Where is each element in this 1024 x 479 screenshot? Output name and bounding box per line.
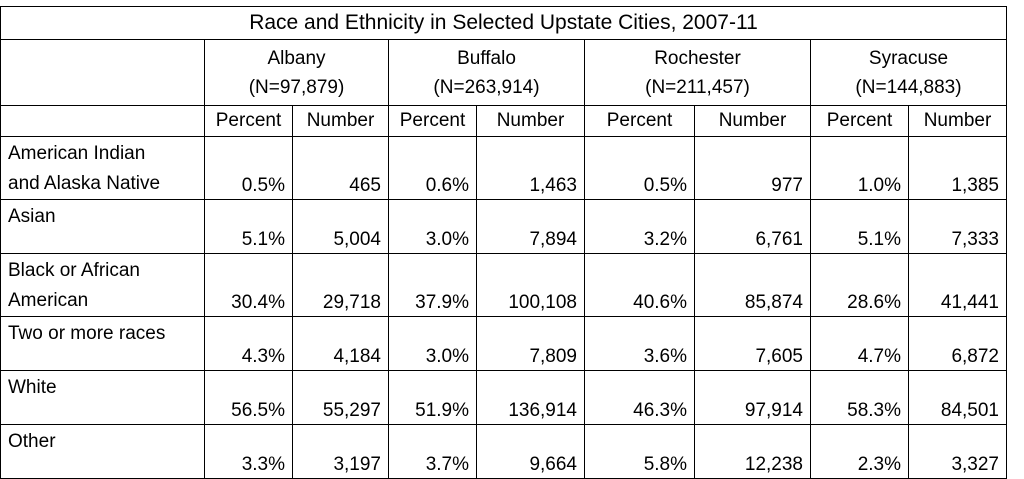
cell-percent: 51.9% <box>388 370 477 425</box>
cell-number: 7,333 <box>908 199 1007 254</box>
cell-number: 7,809 <box>476 316 585 371</box>
cell-percent: 0.5% <box>204 136 293 200</box>
cell-percent: 30.4% <box>204 253 293 317</box>
city-n: (N=211,457) <box>645 77 750 98</box>
cell-percent: 0.6% <box>388 136 477 200</box>
cell-number: 84,501 <box>908 370 1007 425</box>
cell-number: 465 <box>292 136 389 200</box>
cell-percent: 0.5% <box>584 136 695 200</box>
cell-number: 55,297 <box>292 370 389 425</box>
table-row: Other 3.3% 3,197 3.7% 9,664 5.8% 12,238 … <box>0 424 1007 479</box>
row-label: Two or more races <box>0 316 205 371</box>
row-label-line1: White <box>8 377 57 398</box>
cell-percent: 5.1% <box>204 199 293 254</box>
cell-number: 3,327 <box>908 424 1007 479</box>
subheader-percent: Percent <box>388 105 477 137</box>
city-name: Albany <box>267 48 326 69</box>
city-n: (N=144,883) <box>855 77 962 98</box>
row-label-line1: Black or African <box>8 260 140 281</box>
cell-percent: 3.6% <box>584 316 695 371</box>
cell-percent: 3.0% <box>388 316 477 371</box>
table-row: Two or more races 4.3% 4,184 3.0% 7,809 … <box>0 316 1007 371</box>
cell-number: 29,718 <box>292 253 389 317</box>
cell-number: 4,184 <box>292 316 389 371</box>
cell-percent: 3.0% <box>388 199 477 254</box>
cell-number: 5,004 <box>292 199 389 254</box>
cell-percent: 3.2% <box>584 199 695 254</box>
row-label: Asian <box>0 199 205 254</box>
cell-percent: 5.1% <box>810 199 909 254</box>
city-header-albany: Albany (N=97,879) <box>204 39 389 106</box>
cell-number: 3,197 <box>292 424 389 479</box>
cell-percent: 37.9% <box>388 253 477 317</box>
cell-number: 100,108 <box>476 253 585 317</box>
cell-number: 97,914 <box>694 370 811 425</box>
row-label: Other <box>0 424 205 479</box>
subheader-number: Number <box>476 105 585 137</box>
subheader-number: Number <box>694 105 811 137</box>
subheader-number: Number <box>908 105 1007 137</box>
table-title: Race and Ethnicity in Selected Upstate C… <box>0 6 1007 40</box>
cell-number: 136,914 <box>476 370 585 425</box>
row-label-line1: Two or more races <box>8 323 166 344</box>
city-name: Buffalo <box>457 48 516 69</box>
cell-percent: 3.3% <box>204 424 293 479</box>
row-label-line1: Asian <box>8 206 56 227</box>
cell-percent: 4.7% <box>810 316 909 371</box>
row-label-line1: Other <box>8 431 56 452</box>
subheader-blank <box>0 105 205 137</box>
cell-percent: 56.5% <box>204 370 293 425</box>
row-label: Black or African American <box>0 253 205 317</box>
subheader-number: Number <box>292 105 389 137</box>
cell-percent: 3.7% <box>388 424 477 479</box>
cell-number: 41,441 <box>908 253 1007 317</box>
row-label-line2: American <box>8 290 89 311</box>
table-row: Asian 5.1% 5,004 3.0% 7,894 3.2% 6,761 5… <box>0 199 1007 254</box>
subheader-percent: Percent <box>810 105 909 137</box>
row-label: White <box>0 370 205 425</box>
cell-number: 6,872 <box>908 316 1007 371</box>
cell-number: 12,238 <box>694 424 811 479</box>
race-ethnicity-table: Race and Ethnicity in Selected Upstate C… <box>0 6 1007 479</box>
table-row: American Indian and Alaska Native 0.5% 4… <box>0 136 1007 200</box>
row-label-line2: and Alaska Native <box>8 173 161 194</box>
subheader-percent: Percent <box>584 105 695 137</box>
city-n: (N=97,879) <box>248 77 345 98</box>
cell-percent: 28.6% <box>810 253 909 317</box>
city-header-syracuse: Syracuse (N=144,883) <box>810 39 1007 106</box>
row-label: American Indian and Alaska Native <box>0 136 205 200</box>
subheader-percent: Percent <box>204 105 293 137</box>
cell-number: 6,761 <box>694 199 811 254</box>
cell-percent: 58.3% <box>810 370 909 425</box>
header-blank <box>0 39 205 106</box>
city-name: Rochester <box>654 48 741 69</box>
row-label-line1: American Indian <box>8 143 146 164</box>
cell-number: 7,605 <box>694 316 811 371</box>
cell-percent: 40.6% <box>584 253 695 317</box>
cell-number: 85,874 <box>694 253 811 317</box>
cell-number: 1,463 <box>476 136 585 200</box>
cell-percent: 46.3% <box>584 370 695 425</box>
city-name: Syracuse <box>868 48 949 69</box>
cell-percent: 5.8% <box>584 424 695 479</box>
cell-percent: 2.3% <box>810 424 909 479</box>
table-row: Black or African American 30.4% 29,718 3… <box>0 253 1007 317</box>
city-n: (N=263,914) <box>433 77 540 98</box>
cell-percent: 1.0% <box>810 136 909 200</box>
city-header-buffalo: Buffalo (N=263,914) <box>388 39 585 106</box>
cell-number: 1,385 <box>908 136 1007 200</box>
cell-number: 9,664 <box>476 424 585 479</box>
cell-percent: 4.3% <box>204 316 293 371</box>
table-container: Race and Ethnicity in Selected Upstate C… <box>0 6 1007 479</box>
cell-number: 977 <box>694 136 811 200</box>
city-header-rochester: Rochester (N=211,457) <box>584 39 811 106</box>
cell-number: 7,894 <box>476 199 585 254</box>
table-row: White 56.5% 55,297 51.9% 136,914 46.3% 9… <box>0 370 1007 425</box>
